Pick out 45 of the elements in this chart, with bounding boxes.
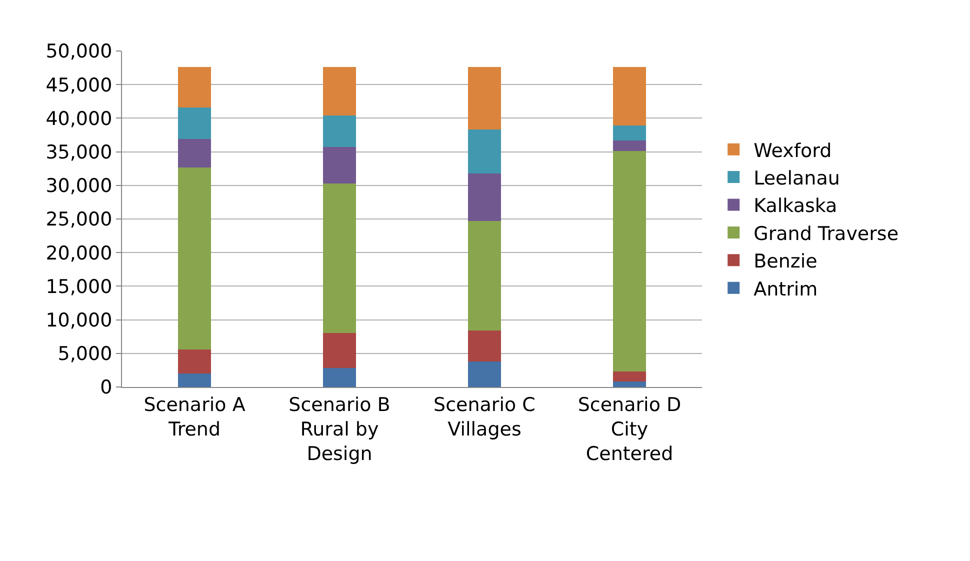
x-tick-label: Scenario D City Centered [578,394,682,466]
legend-label: Benzie [754,250,818,273]
legend-label: Leelanau [754,167,840,190]
bar [322,67,356,116]
bar [468,361,502,387]
y-tick-label: 5,000 [58,343,112,366]
x-tick-label: Scenario B Rural by Design [288,394,390,466]
bar [178,107,212,140]
bar [178,67,212,108]
legend-label: Kalkaska [754,195,838,218]
bar [468,330,502,362]
bar [178,139,212,168]
bar [612,382,646,387]
x-tick-label: Scenario C Villages [434,394,536,440]
x-tick-label: Scenario A Trend [144,394,246,440]
bar [322,147,356,184]
bar [612,372,646,382]
bar [322,368,356,387]
bar [468,173,502,222]
legend-label: Wexford [754,140,832,162]
bar [612,151,646,372]
bar [468,67,502,130]
bar [612,67,646,126]
legend-label: Antrim [754,278,818,300]
y-tick-label: 0 [100,376,112,399]
bar [468,130,502,174]
y-tick-label: 10,000 [46,309,112,332]
bar [322,116,356,148]
bar [468,221,502,331]
y-tick-label: 50,000 [46,40,112,63]
bar [612,140,646,152]
bar [612,126,646,140]
bar [178,374,212,387]
bar [322,333,356,368]
y-tick-label: 20,000 [46,242,112,264]
legend-label: Grand Traverse [754,222,899,245]
bar [322,183,356,334]
y-tick-label: 45,000 [46,74,112,96]
y-tick-label: 40,000 [46,108,112,130]
bar [178,349,212,374]
bar [178,167,212,350]
y-tick-label: 35,000 [46,141,112,164]
y-tick-label: 25,000 [46,208,112,231]
y-tick-label: 15,000 [46,276,112,298]
y-tick-label: 30,000 [46,175,112,198]
